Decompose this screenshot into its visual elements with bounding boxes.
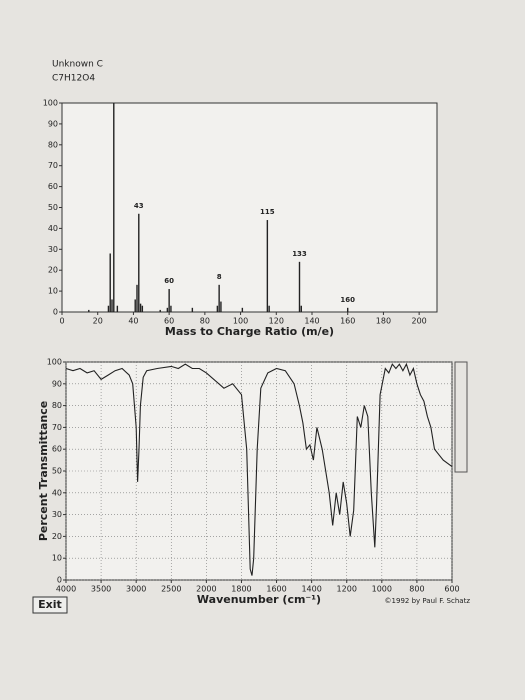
side-icons xyxy=(454,361,468,473)
x-tick-label: 120 xyxy=(269,317,284,326)
peak-label: 160 xyxy=(340,296,355,304)
y-tick-label: 70 xyxy=(48,161,58,170)
y-tick-label: 100 xyxy=(47,358,62,367)
peak xyxy=(111,299,113,312)
x-tick-label: 2000 xyxy=(196,585,216,594)
y-tick-label: 80 xyxy=(48,140,58,149)
credit: ©1992 by Paul F. Schatz xyxy=(385,597,471,605)
x-tick-label: 2500 xyxy=(161,585,181,594)
peak xyxy=(109,253,111,312)
x-tick-label: 3000 xyxy=(126,585,146,594)
x-tick-label: 180 xyxy=(376,317,391,326)
x-tick-label: 60 xyxy=(164,317,174,326)
x-tick-label: 1400 xyxy=(301,585,321,594)
formula: C7H12O4 xyxy=(52,74,95,84)
peak xyxy=(218,284,220,312)
x-tick-label: 140 xyxy=(304,317,319,326)
y-tick-label: 50 xyxy=(48,203,58,212)
x-tick-label: 100 xyxy=(233,317,248,326)
peak xyxy=(88,309,90,312)
peak xyxy=(116,305,119,312)
x-tick-label: 1200 xyxy=(337,585,357,594)
x-tick-label: 1000 xyxy=(372,585,392,594)
peak xyxy=(170,305,172,312)
peak xyxy=(159,309,161,312)
peak xyxy=(347,307,349,312)
y-tick-label: 30 xyxy=(52,510,62,519)
y-tick-label: 100 xyxy=(43,99,58,108)
x-tick-label: 800 xyxy=(409,585,424,594)
y-tick-label: 70 xyxy=(52,423,62,432)
x-tick-label: 4000 xyxy=(56,585,76,594)
x-tick-label: 160 xyxy=(340,317,355,326)
peak xyxy=(300,305,302,312)
peak-label: 8 xyxy=(217,273,222,281)
y-tick-label: 20 xyxy=(52,532,62,541)
x-tick-label: 0 xyxy=(59,317,64,326)
y-tick-label: 0 xyxy=(57,576,62,585)
y-tick-label: 90 xyxy=(48,119,58,128)
peak xyxy=(139,303,142,312)
y-tick-label: 50 xyxy=(52,467,62,476)
peak xyxy=(136,284,138,312)
x-tick-label: 80 xyxy=(200,317,210,326)
y-tick-label: 40 xyxy=(48,224,58,233)
peak xyxy=(168,289,170,312)
y-tick-label: 60 xyxy=(48,182,58,191)
peak-label: 43 xyxy=(134,202,144,210)
peak-label: 60 xyxy=(164,277,174,285)
x-tick-label: 20 xyxy=(93,317,103,326)
y-tick-label: 40 xyxy=(52,488,62,497)
y-tick-label: 80 xyxy=(52,401,62,410)
peak xyxy=(241,307,244,312)
x-tick-label: 3500 xyxy=(91,585,111,594)
y-tick-label: 60 xyxy=(52,445,62,454)
x-tick-label: 1800 xyxy=(231,585,251,594)
title: Unknown C xyxy=(52,60,103,70)
peak xyxy=(268,305,270,312)
peak xyxy=(220,301,222,312)
peak xyxy=(266,220,269,312)
y-tick-label: 0 xyxy=(53,308,58,317)
y-tick-label: 10 xyxy=(48,287,58,296)
peak xyxy=(141,305,144,312)
peak xyxy=(191,307,194,312)
plot-frame xyxy=(61,102,438,313)
peak xyxy=(216,305,219,312)
exit-button[interactable] xyxy=(32,596,68,614)
y-tick-label: 20 xyxy=(48,266,58,275)
exit-label[interactable]: Exit xyxy=(38,598,62,611)
peak-label: 115 xyxy=(260,208,275,216)
peak xyxy=(134,299,136,312)
x-tick-label: 200 xyxy=(412,317,427,326)
y-tick-label: 90 xyxy=(52,379,62,388)
icon-strip xyxy=(454,361,468,473)
peak xyxy=(166,307,169,312)
peak-label: 133 xyxy=(292,250,307,258)
x-axis-label: Wavenumber (cm⁻¹) xyxy=(197,593,321,606)
y-tick-label: 30 xyxy=(48,245,58,254)
peak xyxy=(107,305,110,312)
x-axis-label: Mass to Charge Ratio (m/e) xyxy=(165,325,334,338)
x-tick-label: 1600 xyxy=(266,585,286,594)
y-axis-label: Percent Transmittance xyxy=(37,401,50,541)
x-tick-label: 600 xyxy=(444,585,459,594)
peak xyxy=(298,261,301,312)
peak xyxy=(138,213,140,312)
y-tick-label: 10 xyxy=(52,554,62,563)
spectrum-line xyxy=(65,362,453,576)
peak xyxy=(113,103,115,312)
x-tick-label: 40 xyxy=(128,317,138,326)
